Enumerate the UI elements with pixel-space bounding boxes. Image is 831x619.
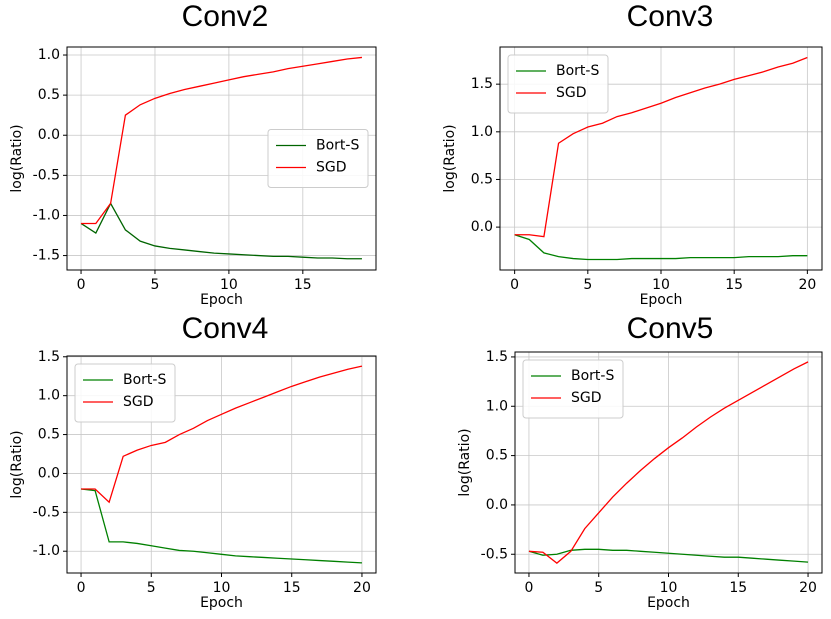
x-axis-label: Epoch	[200, 595, 243, 611]
x-axis-label: Epoch	[640, 292, 683, 308]
y-tick-label: 0.5	[38, 427, 60, 443]
series-line	[80, 488, 362, 564]
y-tick-label: 0.5	[486, 448, 508, 464]
x-tick-label: 15	[725, 277, 743, 293]
x-tick-label: 0	[510, 277, 519, 293]
x-tick-label: 5	[594, 580, 603, 596]
chart-title: Conv3	[627, 0, 714, 33]
legend-box	[522, 359, 624, 419]
legend-box	[507, 54, 609, 114]
legend: Bort-S SGD	[522, 359, 624, 419]
legend-box	[74, 363, 176, 423]
series-line	[528, 548, 809, 563]
x-tick-label: 20	[799, 580, 817, 596]
x-tick-label: 20	[798, 277, 816, 293]
legend-box	[267, 129, 369, 188]
legend: Bort-S SGD	[507, 54, 609, 114]
x-tick-label: 10	[660, 580, 678, 596]
y-tick-label: -1.5	[33, 248, 60, 264]
chart-title: Conv5	[627, 312, 714, 345]
series-line	[80, 202, 362, 260]
y-tick-label: 1.5	[471, 76, 493, 92]
legend-label: SGD	[123, 394, 154, 410]
x-tick-label: 10	[213, 580, 231, 596]
x-tick-label: 0	[524, 580, 533, 596]
legend-label: Bort-S	[316, 138, 359, 154]
y-axis-label: log(Ratio)	[442, 124, 458, 192]
legend-label: Bort-S	[571, 368, 614, 384]
y-tick-label: 0.5	[38, 87, 60, 103]
y-tick-label: 0.0	[486, 497, 508, 513]
x-tick-label: 5	[151, 277, 160, 293]
y-tick-label: 1.0	[38, 47, 60, 63]
y-tick-label: 0.0	[471, 219, 493, 235]
plot-frame	[514, 351, 823, 574]
chart-title: Conv4	[182, 312, 269, 345]
legend-label: Bort-S	[123, 372, 166, 388]
x-tick-label: 10	[220, 277, 238, 293]
y-tick-label: 0.5	[471, 171, 493, 187]
y-tick-label: 1.0	[471, 124, 493, 140]
series-line	[81, 365, 363, 504]
legend: Bort-S SGD	[267, 129, 369, 188]
x-axis-label: Epoch	[200, 292, 243, 308]
y-tick-label: -1.0	[33, 207, 60, 223]
x-tick-label: 20	[353, 580, 371, 596]
legend-label: SGD	[556, 85, 587, 101]
y-tick-label: 1.0	[486, 398, 508, 414]
chart-title: Conv2	[182, 0, 269, 33]
y-tick-label: 0.0	[38, 127, 60, 143]
x-tick-label: 5	[583, 277, 592, 293]
series-line	[528, 361, 809, 564]
subplot: Conv5 0 5 10 15 20 -0.5 0.0 0.5 1.0 1.5 Epoch log(Ra…	[457, 312, 823, 611]
plot-frame	[66, 355, 377, 574]
y-axis-label: log(Ratio)	[9, 430, 25, 498]
y-tick-label: -0.5	[33, 504, 60, 520]
x-tick-label: 5	[147, 580, 156, 596]
y-axis-label: log(Ratio)	[457, 428, 473, 496]
legend-label: SGD	[316, 160, 347, 176]
subplot: Conv2 0 5 10 15 -1.5 -1.0 -0.5 0.0 0.5 1.0 Epoch log…	[9, 0, 377, 308]
series-line	[514, 56, 808, 238]
y-tick-label: -0.5	[33, 167, 60, 183]
x-tick-label: 15	[294, 277, 312, 293]
y-tick-label: 0.0	[38, 465, 60, 481]
x-tick-label: 10	[652, 277, 670, 293]
legend-label: Bort-S	[556, 63, 599, 79]
subplot: Conv3 0 5 10 15 20 0.0 0.5 1.0 1.5 Epoch log(Ratio)…	[442, 0, 823, 308]
x-tick-label: 15	[283, 580, 301, 596]
series-line	[81, 56, 363, 225]
legend-label: SGD	[571, 390, 602, 406]
x-tick-label: 0	[77, 277, 86, 293]
legend: Bort-S SGD	[74, 363, 176, 423]
y-tick-label: 1.0	[38, 388, 60, 404]
x-tick-label: 15	[729, 580, 747, 596]
y-tick-label: -0.5	[481, 546, 508, 562]
y-tick-label: 1.5	[38, 349, 60, 365]
y-axis-label: log(Ratio)	[9, 124, 25, 192]
plot-frame	[66, 46, 377, 271]
series-line	[514, 234, 808, 261]
plot-frame	[499, 46, 823, 271]
x-axis-label: Epoch	[647, 595, 690, 611]
y-tick-label: -1.0	[33, 543, 60, 559]
subplot: Conv4 0 5 10 15 20 -1.0 -0.5 0.0 0.5 1.0 1.5 Epoch lo…	[9, 312, 377, 611]
x-tick-label: 0	[77, 580, 86, 596]
y-tick-label: 1.5	[486, 349, 508, 365]
